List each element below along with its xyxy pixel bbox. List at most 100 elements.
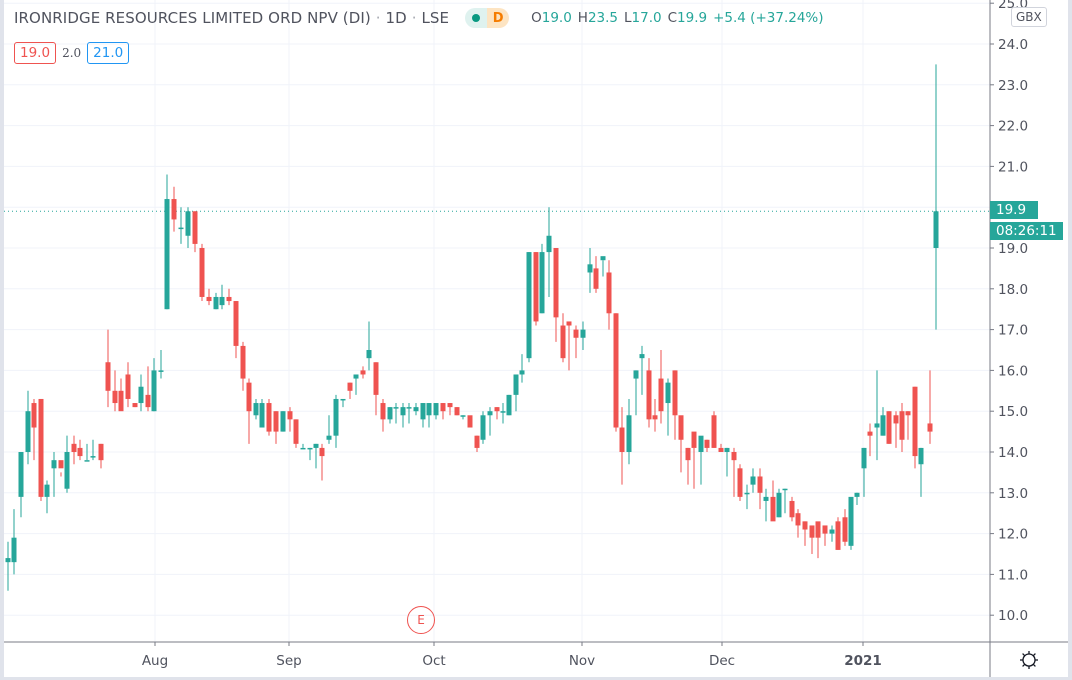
candle-body [698, 435, 704, 452]
candle-body [433, 403, 439, 416]
candle-body [467, 415, 473, 428]
candle-body [893, 415, 899, 424]
indicator-value-right[interactable]: 21.0 [87, 42, 130, 64]
candle-body [333, 398, 339, 436]
candle-body [164, 199, 170, 310]
candle-body [874, 423, 880, 428]
candle-body [90, 456, 96, 458]
candle-body [899, 411, 905, 440]
candle-body [31, 403, 37, 428]
candle-body [460, 415, 466, 417]
market-open-indicator [465, 8, 488, 28]
price-tick-label: 18.0 [998, 282, 1028, 298]
candle-body [763, 496, 769, 501]
ohlc-high: H23.5 [577, 10, 619, 26]
ohlc-open: O19.0 [531, 10, 572, 26]
candle-body [199, 248, 205, 297]
ohlc-low: L17.0 [624, 10, 662, 26]
currency-label[interactable]: GBX [1011, 7, 1047, 27]
candle-body [546, 235, 552, 253]
ohlc-close: C19.9 [667, 10, 708, 26]
candle-body [38, 398, 44, 497]
time-tick-label: Sep [276, 653, 301, 669]
candle-body [658, 378, 664, 412]
price-tick-label: 21.0 [998, 159, 1028, 175]
candle-body [64, 452, 70, 489]
candle-body [151, 370, 157, 412]
candle-body [539, 252, 545, 314]
candle-body [51, 460, 57, 469]
candle-body [672, 370, 678, 416]
candle-body [646, 370, 652, 420]
candle-body [319, 447, 325, 457]
settings-gear-icon[interactable] [1018, 649, 1040, 671]
candle-body [744, 492, 750, 495]
candle-body [11, 537, 17, 563]
candle-body [413, 407, 419, 412]
candle-body [718, 447, 724, 452]
candle-body [880, 415, 886, 436]
candle-body [233, 301, 239, 346]
candle-body [626, 415, 632, 452]
indicator-value-left[interactable]: 19.0 [14, 42, 57, 64]
candle-body [500, 411, 506, 413]
candle-body [912, 386, 918, 457]
candle-body [815, 521, 821, 538]
candle-body [353, 374, 359, 379]
candle-body [440, 403, 446, 412]
candle-body [246, 382, 252, 412]
price-tick-label: 12.0 [998, 527, 1028, 543]
candle-body [125, 374, 131, 399]
candle-body [757, 476, 763, 493]
candle-body [829, 529, 835, 534]
candle-body [118, 390, 124, 412]
candle-body [789, 500, 795, 518]
earnings-marker[interactable]: E [407, 606, 435, 634]
candle-body [633, 370, 639, 379]
candle-body [406, 407, 412, 409]
candle-body [905, 411, 911, 416]
candle-body [652, 415, 658, 420]
candle-body [494, 407, 500, 412]
candle-body [533, 252, 539, 322]
candle-body [580, 329, 586, 338]
candle-body [842, 517, 848, 542]
symbol-legend: IRONRIDGE RESOURCES LIMITED ORD NPV (DI)… [14, 8, 824, 28]
candle-body [613, 313, 619, 428]
candle-body [526, 252, 532, 359]
candle-body [71, 443, 77, 452]
right-border [1068, 0, 1072, 680]
candle-body [112, 390, 118, 404]
candle-body [519, 370, 525, 375]
market-status-pill[interactable]: D [465, 8, 510, 28]
candle-body [454, 407, 460, 416]
price-tick-label: 15.0 [998, 404, 1028, 420]
candle-body [366, 350, 372, 359]
candle-body [573, 329, 579, 338]
candle-body [606, 272, 612, 314]
candle-body [480, 415, 486, 440]
candle-body [145, 394, 151, 408]
candle-body [347, 382, 353, 391]
candle-body [77, 447, 83, 457]
candle-body [426, 403, 432, 416]
candle-body [639, 354, 645, 359]
candle-body [724, 447, 730, 452]
candle-body [340, 398, 346, 401]
candle-body [84, 460, 90, 462]
time-tick-label: Dec [709, 653, 735, 669]
candle-body [886, 411, 892, 444]
candle-body [5, 558, 11, 563]
candle-body [861, 447, 867, 469]
left-border [0, 0, 4, 680]
candle-body [307, 447, 313, 450]
candle-body [802, 521, 808, 530]
candle-body [158, 370, 164, 372]
candle-body [266, 403, 272, 432]
candle-body [300, 447, 306, 450]
ohlc-values: O19.0 H23.5 L17.0 C19.9 +5.4 (+37.24%) [531, 10, 823, 26]
symbol-title[interactable]: IRONRIDGE RESOURCES LIMITED ORD NPV (DI)… [14, 9, 450, 27]
candle-body [560, 325, 566, 359]
delayed-data-badge: D [487, 8, 510, 28]
